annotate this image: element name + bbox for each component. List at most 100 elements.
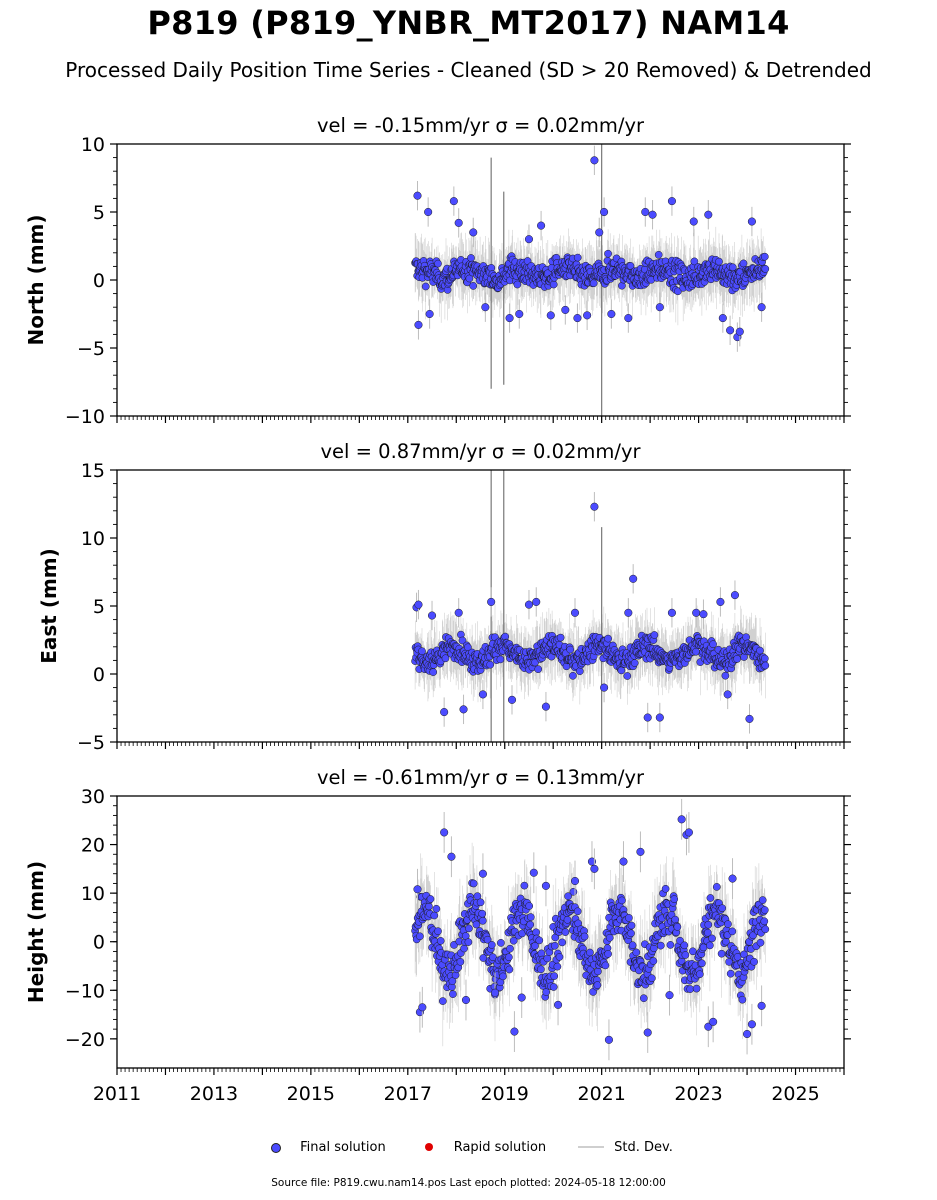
data-point bbox=[706, 894, 715, 902]
rapid-solution-marker-icon bbox=[418, 1141, 440, 1153]
data-point bbox=[580, 932, 589, 941]
data-point bbox=[454, 218, 463, 227]
data-point bbox=[550, 941, 559, 950]
data-point bbox=[760, 252, 769, 261]
data-point bbox=[505, 965, 514, 974]
data-point bbox=[604, 634, 612, 643]
data-point bbox=[430, 911, 439, 920]
data-point bbox=[525, 902, 534, 910]
data-point bbox=[674, 287, 682, 296]
data-point bbox=[704, 210, 713, 219]
data-point bbox=[440, 708, 449, 717]
data-point bbox=[507, 695, 517, 704]
y-tick-label: −5 bbox=[77, 338, 105, 360]
data-point bbox=[688, 947, 697, 956]
x-tick-label: 2021 bbox=[577, 1083, 625, 1105]
data-point bbox=[618, 896, 626, 905]
data-point bbox=[490, 988, 500, 997]
data-point bbox=[461, 995, 471, 1005]
data-point bbox=[670, 895, 679, 903]
data-point bbox=[601, 961, 610, 970]
final-solution-marker-icon bbox=[264, 1141, 286, 1153]
y-tick-label: 10 bbox=[81, 528, 105, 550]
data-point bbox=[600, 207, 609, 217]
data-point bbox=[553, 1000, 563, 1009]
y-tick-label: 20 bbox=[81, 835, 105, 857]
data-point bbox=[505, 314, 514, 323]
data-point bbox=[447, 852, 456, 861]
data-point bbox=[709, 1017, 718, 1026]
data-point bbox=[728, 263, 737, 272]
data-point bbox=[728, 927, 737, 936]
data-point bbox=[600, 683, 609, 692]
data-point bbox=[643, 1028, 652, 1037]
data-point bbox=[414, 320, 423, 329]
data-point bbox=[553, 962, 562, 971]
data-point bbox=[639, 994, 648, 1003]
data-point bbox=[677, 815, 686, 824]
data-point bbox=[418, 647, 426, 656]
data-point bbox=[636, 847, 645, 856]
data-point bbox=[481, 303, 490, 312]
data-point bbox=[496, 655, 505, 664]
data-point bbox=[708, 934, 716, 943]
data-point bbox=[692, 608, 701, 617]
legend: Final solution Rapid solution Std. Dev. bbox=[0, 1136, 937, 1158]
data-point bbox=[531, 658, 539, 667]
data-point bbox=[712, 883, 721, 891]
data-point bbox=[745, 714, 754, 723]
y-axis-label: East (mm) bbox=[37, 548, 61, 664]
data-point bbox=[632, 948, 641, 957]
data-point bbox=[760, 906, 769, 914]
data-point bbox=[586, 948, 594, 957]
data-point bbox=[537, 221, 546, 230]
data-point bbox=[486, 660, 495, 669]
data-point bbox=[628, 941, 637, 950]
data-point bbox=[761, 265, 770, 273]
data-point bbox=[570, 876, 580, 886]
data-point bbox=[593, 981, 602, 989]
data-point bbox=[469, 282, 478, 290]
data-point bbox=[531, 942, 539, 950]
y-tick-label: 10 bbox=[81, 883, 105, 905]
figure-title: P819 (P819_YNBR_MT2017) NAM14 bbox=[147, 4, 790, 42]
data-point bbox=[541, 881, 550, 890]
std-dev-line-icon bbox=[578, 1141, 605, 1153]
y-tick-label: 30 bbox=[81, 786, 105, 808]
data-point bbox=[524, 600, 534, 609]
data-point bbox=[723, 690, 732, 699]
legend-final: Final solution bbox=[264, 1140, 386, 1155]
data-point bbox=[624, 314, 633, 323]
data-point bbox=[413, 191, 422, 200]
data-point bbox=[655, 303, 664, 312]
data-point bbox=[534, 665, 543, 674]
y-tick-label: 5 bbox=[93, 202, 105, 224]
x-tick-label: 2015 bbox=[287, 1083, 335, 1105]
plot-area bbox=[411, 470, 770, 742]
data-point bbox=[469, 879, 478, 888]
data-point bbox=[619, 857, 628, 866]
data-point bbox=[756, 938, 765, 947]
data-point bbox=[476, 898, 485, 907]
data-point bbox=[667, 608, 676, 617]
data-point bbox=[726, 326, 735, 335]
x-tick-label: 2023 bbox=[674, 1083, 722, 1105]
data-point bbox=[689, 217, 698, 226]
data-point bbox=[627, 921, 636, 930]
data-point bbox=[730, 591, 740, 600]
data-point bbox=[573, 253, 582, 262]
data-point bbox=[757, 1001, 766, 1010]
data-point bbox=[756, 646, 764, 655]
data-point bbox=[623, 672, 632, 680]
data-point bbox=[590, 864, 599, 873]
data-point bbox=[692, 647, 700, 656]
panel-title: vel = -0.61mm/yr σ = 0.13mm/yr bbox=[317, 766, 645, 789]
data-point bbox=[695, 970, 704, 979]
data-point bbox=[673, 923, 682, 931]
data-point bbox=[650, 631, 659, 639]
data-point bbox=[654, 250, 663, 259]
data-point bbox=[594, 967, 602, 976]
y-axis-label: North (mm) bbox=[24, 214, 48, 345]
data-point bbox=[526, 920, 535, 929]
data-point bbox=[517, 993, 526, 1002]
